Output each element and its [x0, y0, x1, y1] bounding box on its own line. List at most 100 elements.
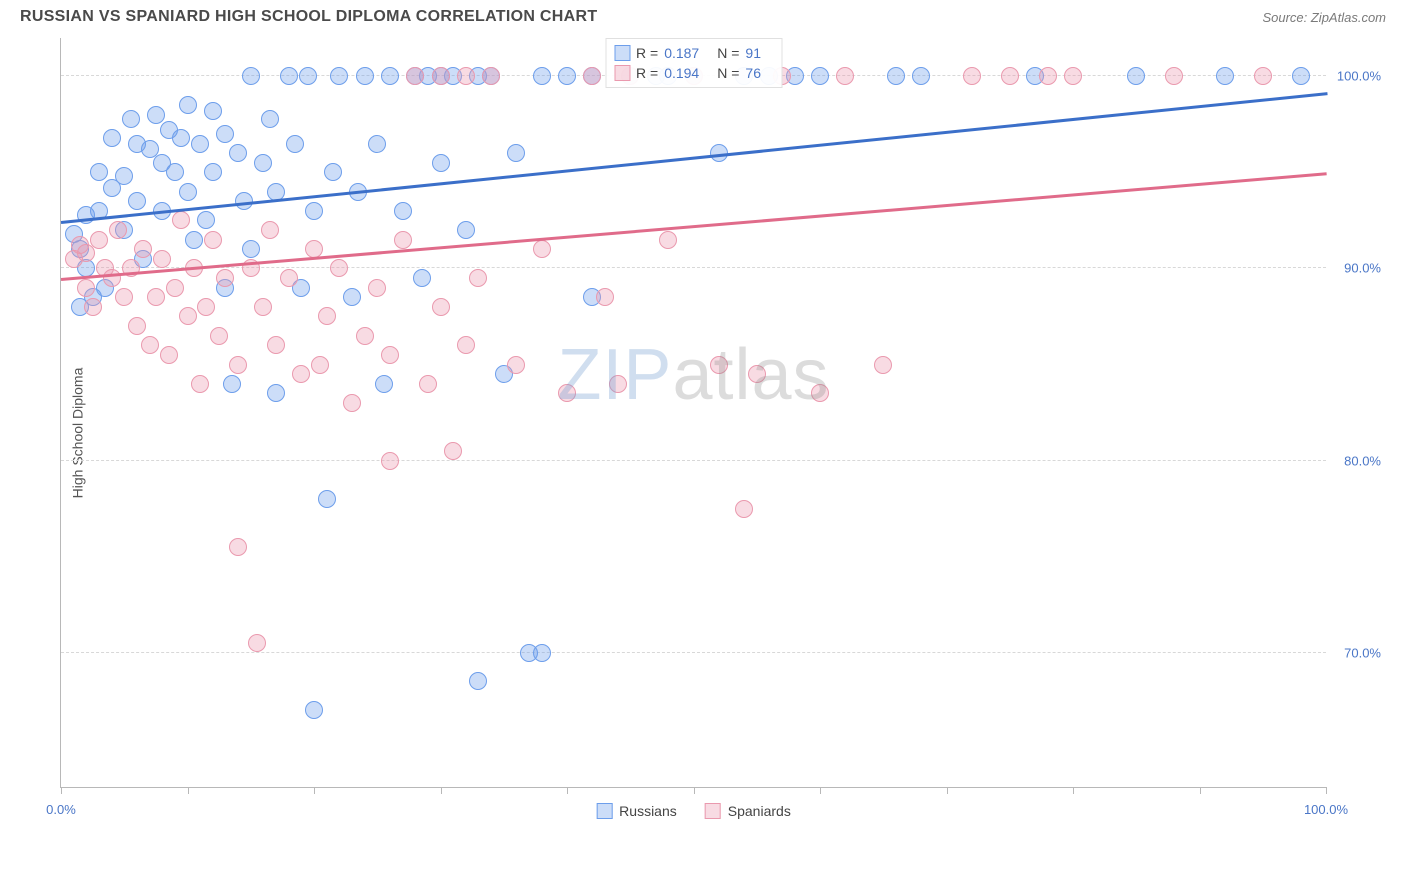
series-legend-item: Spaniards [705, 803, 791, 819]
data-point [836, 67, 854, 85]
data-point [229, 356, 247, 374]
data-point [115, 167, 133, 185]
data-point [507, 144, 525, 162]
data-point [811, 384, 829, 402]
data-point [248, 634, 266, 652]
data-point [368, 279, 386, 297]
plot-area: ZIPatlas R = 0.187N = 91R = 0.194N = 76 … [60, 38, 1326, 788]
y-tick-label: 70.0% [1331, 645, 1381, 660]
data-point [432, 154, 450, 172]
chart-area: High School Diploma ZIPatlas R = 0.187N … [60, 38, 1386, 828]
data-point [1001, 67, 1019, 85]
data-point [318, 490, 336, 508]
data-point [457, 221, 475, 239]
series-legend-item: Russians [596, 803, 677, 819]
stat-r-value: 0.187 [664, 45, 699, 61]
gridline-h [61, 652, 1326, 653]
data-point [90, 231, 108, 249]
data-point [84, 298, 102, 316]
data-point [191, 375, 209, 393]
data-point [413, 269, 431, 287]
data-point [280, 67, 298, 85]
data-point [292, 365, 310, 383]
data-point [381, 67, 399, 85]
data-point [533, 67, 551, 85]
x-tick [1200, 787, 1201, 794]
data-point [160, 346, 178, 364]
data-point [368, 135, 386, 153]
data-point [533, 644, 551, 662]
data-point [128, 192, 146, 210]
data-point [311, 356, 329, 374]
stats-legend: R = 0.187N = 91R = 0.194N = 76 [605, 38, 782, 88]
x-tick [314, 787, 315, 794]
data-point [128, 317, 146, 335]
x-tick [441, 787, 442, 794]
data-point [419, 375, 437, 393]
data-point [134, 240, 152, 258]
data-point [147, 106, 165, 124]
stat-n-key: N = [717, 45, 739, 61]
data-point [811, 67, 829, 85]
x-tick-label: 0.0% [46, 802, 76, 817]
data-point [381, 452, 399, 470]
data-point [280, 269, 298, 287]
data-point [887, 67, 905, 85]
data-point [115, 288, 133, 306]
data-point [223, 375, 241, 393]
data-point [179, 183, 197, 201]
data-point [874, 356, 892, 374]
x-tick [567, 787, 568, 794]
data-point [254, 298, 272, 316]
data-point [216, 269, 234, 287]
data-point [172, 129, 190, 147]
data-point [166, 163, 184, 181]
series-legend: Russians Spaniards [596, 803, 791, 819]
legend-swatch [596, 803, 612, 819]
data-point [305, 701, 323, 719]
data-point [267, 384, 285, 402]
series-legend-label: Spaniards [728, 803, 791, 819]
data-point [710, 356, 728, 374]
trend-line [61, 173, 1327, 281]
stat-r-value: 0.194 [664, 65, 699, 81]
data-point [103, 129, 121, 147]
data-point [343, 288, 361, 306]
data-point [204, 231, 222, 249]
x-tick [188, 787, 189, 794]
data-point [166, 279, 184, 297]
y-tick-label: 100.0% [1331, 69, 1381, 84]
data-point [77, 279, 95, 297]
data-point [324, 163, 342, 181]
data-point [242, 67, 260, 85]
data-point [1127, 67, 1145, 85]
data-point [469, 269, 487, 287]
data-point [254, 154, 272, 172]
data-point [533, 240, 551, 258]
data-point [103, 269, 121, 287]
y-tick-label: 80.0% [1331, 453, 1381, 468]
data-point [469, 672, 487, 690]
data-point [122, 110, 140, 128]
data-point [735, 500, 753, 518]
x-tick [1073, 787, 1074, 794]
y-tick-label: 90.0% [1331, 261, 1381, 276]
data-point [179, 96, 197, 114]
data-point [507, 356, 525, 374]
data-point [432, 67, 450, 85]
data-point [558, 67, 576, 85]
x-tick [1326, 787, 1327, 794]
gridline-h [61, 460, 1326, 461]
data-point [432, 298, 450, 316]
legend-swatch [614, 65, 630, 81]
stat-r-key: R = [636, 45, 658, 61]
data-point [147, 288, 165, 306]
data-point [242, 240, 260, 258]
data-point [394, 231, 412, 249]
stat-n-key: N = [717, 65, 739, 81]
data-point [406, 67, 424, 85]
x-tick [694, 787, 695, 794]
data-point [1292, 67, 1310, 85]
data-point [457, 336, 475, 354]
x-tick [820, 787, 821, 794]
